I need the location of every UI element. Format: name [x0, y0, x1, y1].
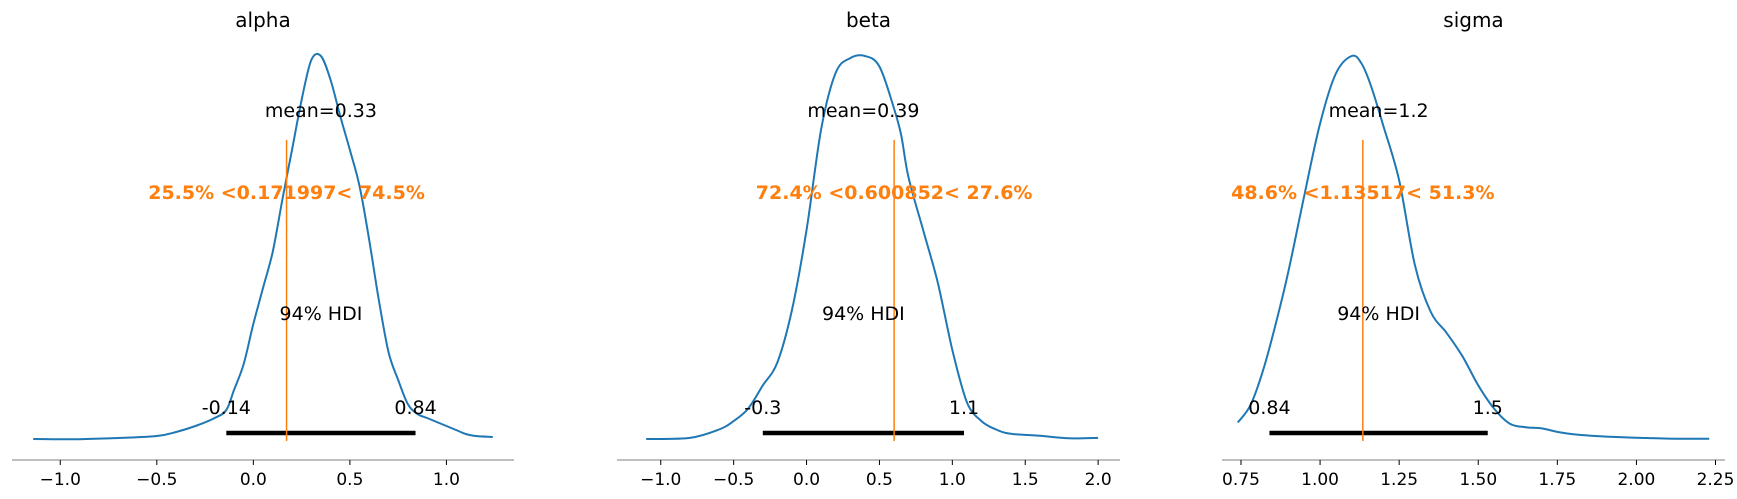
panel-title: sigma	[1443, 8, 1503, 32]
x-tick-label: 1.0	[939, 470, 966, 490]
hdi-upper-label: 1.1	[949, 397, 979, 419]
x-tick-label: 1.50	[1459, 470, 1497, 490]
kde-line	[1236, 54, 1710, 440]
hdi-label: 94% HDI	[822, 303, 905, 325]
mean-label: mean=1.2	[1329, 100, 1429, 122]
x-tick-label: 2.25	[1697, 470, 1735, 490]
hdi-lower-label: -0.3	[744, 397, 781, 419]
x-tick-label: −1.0	[640, 470, 681, 490]
x-tick-label: −1.0	[40, 470, 81, 490]
hdi-upper-label: 0.84	[394, 397, 436, 419]
x-tick-label: 0.5	[336, 470, 363, 490]
x-tick-label: 1.5	[1012, 470, 1039, 490]
x-tick-label: 1.00	[1301, 470, 1339, 490]
hdi-lower-label: 0.84	[1248, 397, 1290, 419]
x-tick-label: 0.75	[1222, 470, 1260, 490]
x-tick-label: 0.0	[240, 470, 267, 490]
hdi-upper-label: 1.5	[1473, 397, 1503, 419]
x-tick-label: 1.0	[433, 470, 460, 490]
panel-title: beta	[846, 8, 891, 32]
ref-label: 48.6% <1.13517< 51.3%	[1231, 182, 1494, 204]
hdi-label: 94% HDI	[1337, 303, 1420, 325]
kde-line	[33, 52, 493, 441]
x-tick-label: 0.5	[866, 470, 893, 490]
x-tick-label: 1.25	[1380, 470, 1418, 490]
x-tick-label: 2.0	[1085, 470, 1112, 490]
ref-label: 72.4% <0.600852< 27.6%	[756, 182, 1033, 204]
panel-sigma: sigma mean=1.2 48.6% <1.13517< 51.3% 94% HD…	[1222, 8, 1734, 490]
mean-label: mean=0.33	[265, 100, 377, 122]
x-tick-label: 0.0	[793, 470, 820, 490]
x-tick-label: 1.75	[1538, 470, 1576, 490]
mean-label: mean=0.39	[807, 100, 919, 122]
panel-alpha: alpha mean=0.33 25.5% <0.171997< 74.5% 94% …	[12, 8, 514, 490]
panel-title: alpha	[235, 8, 290, 32]
kde-line	[646, 54, 1099, 440]
panel-beta: beta mean=0.39 72.4% <0.600852< 27.6% 94% H…	[617, 8, 1120, 490]
x-tick-label: −0.5	[136, 470, 177, 490]
hdi-label: 94% HDI	[280, 303, 363, 325]
ref-label: 25.5% <0.171997< 74.5%	[148, 182, 425, 204]
hdi-lower-label: -0.14	[202, 397, 251, 419]
x-tick-label: 2.00	[1617, 470, 1655, 490]
x-tick-label: −0.5	[713, 470, 754, 490]
